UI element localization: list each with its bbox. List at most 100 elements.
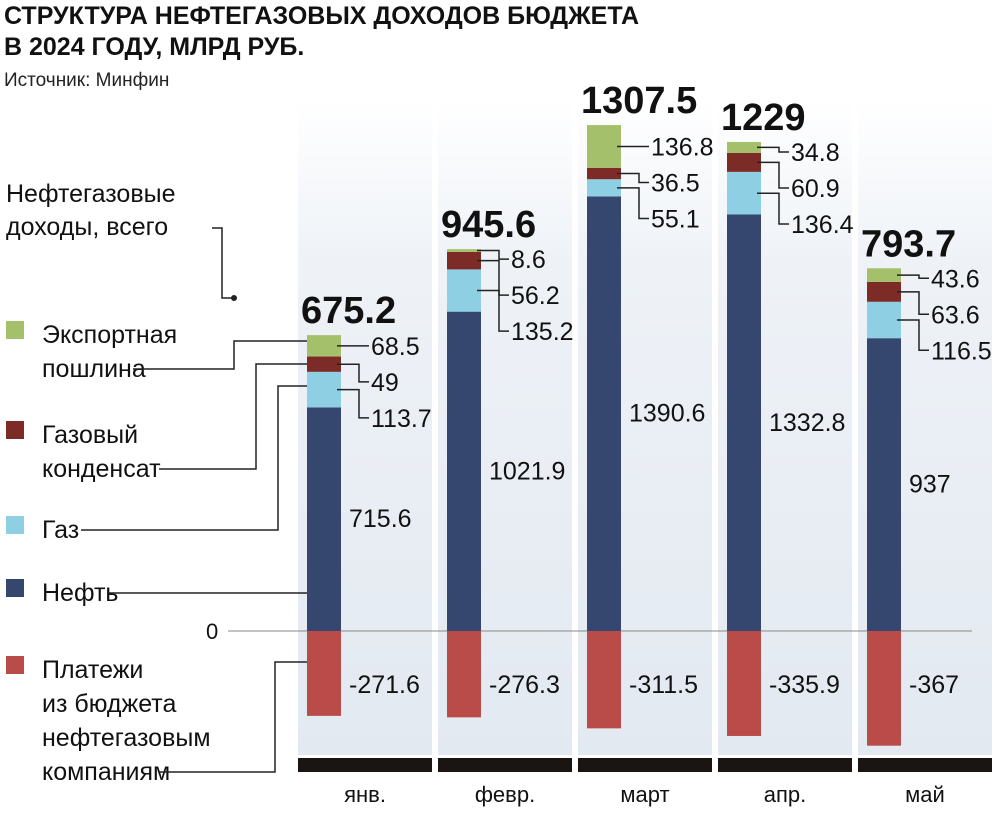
month-bar — [438, 758, 572, 772]
bar-segment-0 — [587, 196, 621, 631]
value-label: 135.2 — [511, 318, 574, 346]
bar-segment-3 — [447, 249, 481, 252]
bar-segment-2 — [307, 356, 341, 372]
legend-label: компаниям — [42, 758, 170, 786]
leader-line — [757, 161, 789, 189]
leader-line — [337, 388, 369, 419]
bar-segment-1 — [867, 301, 901, 339]
value-label: -335.9 — [769, 671, 840, 699]
value-label: 1390.6 — [629, 400, 705, 428]
total-label: 1307.5 — [581, 80, 697, 122]
legend-leader — [159, 363, 313, 470]
month-label: апр. — [764, 782, 807, 807]
legend-label: Нефть — [42, 579, 118, 607]
value-label: 113.7 — [371, 405, 432, 433]
legend-swatch — [6, 656, 24, 674]
leader-line — [897, 274, 929, 280]
value-label: 8.6 — [511, 246, 546, 274]
month-bar — [298, 758, 432, 772]
bar-segment-4 — [307, 631, 341, 716]
legend-swatch — [6, 321, 24, 339]
value-label: 1021.9 — [489, 457, 565, 485]
month-bar — [578, 758, 712, 772]
bar-segment-2 — [447, 251, 481, 270]
leader-line — [617, 172, 649, 184]
month-label: май — [905, 782, 945, 807]
leader-line — [477, 289, 509, 332]
leader-line — [757, 146, 789, 153]
total-label-line-2: доходы, всего — [6, 213, 168, 241]
month-bar — [858, 758, 992, 772]
value-label: 63.6 — [931, 301, 980, 329]
value-label: 34.8 — [791, 139, 840, 167]
leader-line — [897, 291, 929, 316]
value-label: 136.4 — [791, 211, 854, 239]
bar-segment-0 — [867, 338, 901, 631]
month-label: март — [620, 782, 669, 807]
legend-label: Газовый — [42, 421, 138, 449]
bar-segment-4 — [867, 631, 901, 746]
legend-label: из бюджета — [42, 690, 176, 718]
legend-leader — [133, 340, 313, 370]
value-label: 56.2 — [511, 282, 560, 310]
bar-segment-1 — [587, 179, 621, 197]
value-label: 68.5 — [371, 333, 420, 361]
bar-segment-2 — [727, 152, 761, 172]
value-label: 49 — [371, 369, 399, 397]
bar-segment-2 — [587, 167, 621, 180]
leader-line — [477, 259, 509, 296]
total-label-dot — [231, 295, 237, 301]
value-label: 116.5 — [931, 337, 992, 365]
value-label: -271.6 — [349, 671, 420, 699]
bar-segment-1 — [727, 171, 761, 215]
bar-segment-0 — [447, 311, 481, 631]
legend-label: пошлина — [42, 355, 146, 383]
leader-line — [337, 363, 369, 383]
leader-line — [617, 187, 649, 220]
leader-line — [757, 192, 789, 225]
value-label: 937 — [909, 471, 951, 499]
bar-segment-0 — [727, 214, 761, 631]
month-bar — [718, 758, 852, 772]
bar-segment-1 — [447, 269, 481, 312]
legend-swatch — [6, 421, 24, 439]
legend-leader — [81, 385, 313, 531]
bar-segment-4 — [727, 631, 761, 736]
bar-segment-3 — [727, 141, 761, 153]
legend-leader — [159, 661, 313, 773]
legend-label: конденсат — [42, 455, 161, 483]
total-label: 1229 — [721, 97, 806, 139]
bar-segment-1 — [307, 371, 341, 408]
legend-label: нефтегазовым — [42, 724, 211, 752]
value-label: -311.5 — [629, 671, 698, 699]
bar-segment-3 — [307, 335, 341, 357]
bar-segment-2 — [867, 281, 901, 302]
value-label: 136.8 — [651, 133, 714, 161]
legend-swatch — [6, 516, 24, 534]
bar-segment-3 — [587, 125, 621, 168]
month-label: февр. — [475, 782, 535, 807]
leader-line — [477, 249, 509, 260]
legend-label: Газ — [42, 516, 79, 544]
chart-title-line-1: СТРУКТУРА НЕФТЕГАЗОВЫХ ДОХОДОВ БЮДЖЕТА — [4, 2, 639, 30]
value-label: 55.1 — [651, 205, 700, 233]
zero-label: 0 — [206, 619, 218, 644]
bar-segment-3 — [867, 268, 901, 282]
value-label: 60.9 — [791, 175, 840, 203]
bar-segment-4 — [447, 631, 481, 718]
total-label: 945.6 — [441, 204, 536, 246]
total-label-leader — [212, 227, 234, 299]
value-label: 36.5 — [651, 169, 700, 197]
value-label: 43.6 — [931, 265, 980, 293]
month-label: янв. — [344, 782, 386, 807]
value-label: -367 — [909, 671, 959, 699]
bar-segment-4 — [587, 631, 621, 729]
legend-label: Платежи — [42, 656, 143, 684]
total-label: 675.2 — [301, 290, 396, 332]
value-label: -276.3 — [489, 671, 560, 699]
chart-title-line-2: В 2024 ГОДУ, МЛРД РУБ. — [4, 33, 304, 61]
leader-line — [897, 319, 929, 352]
value-label: 1332.8 — [769, 409, 845, 437]
legend-label: Экспортная — [42, 321, 177, 349]
